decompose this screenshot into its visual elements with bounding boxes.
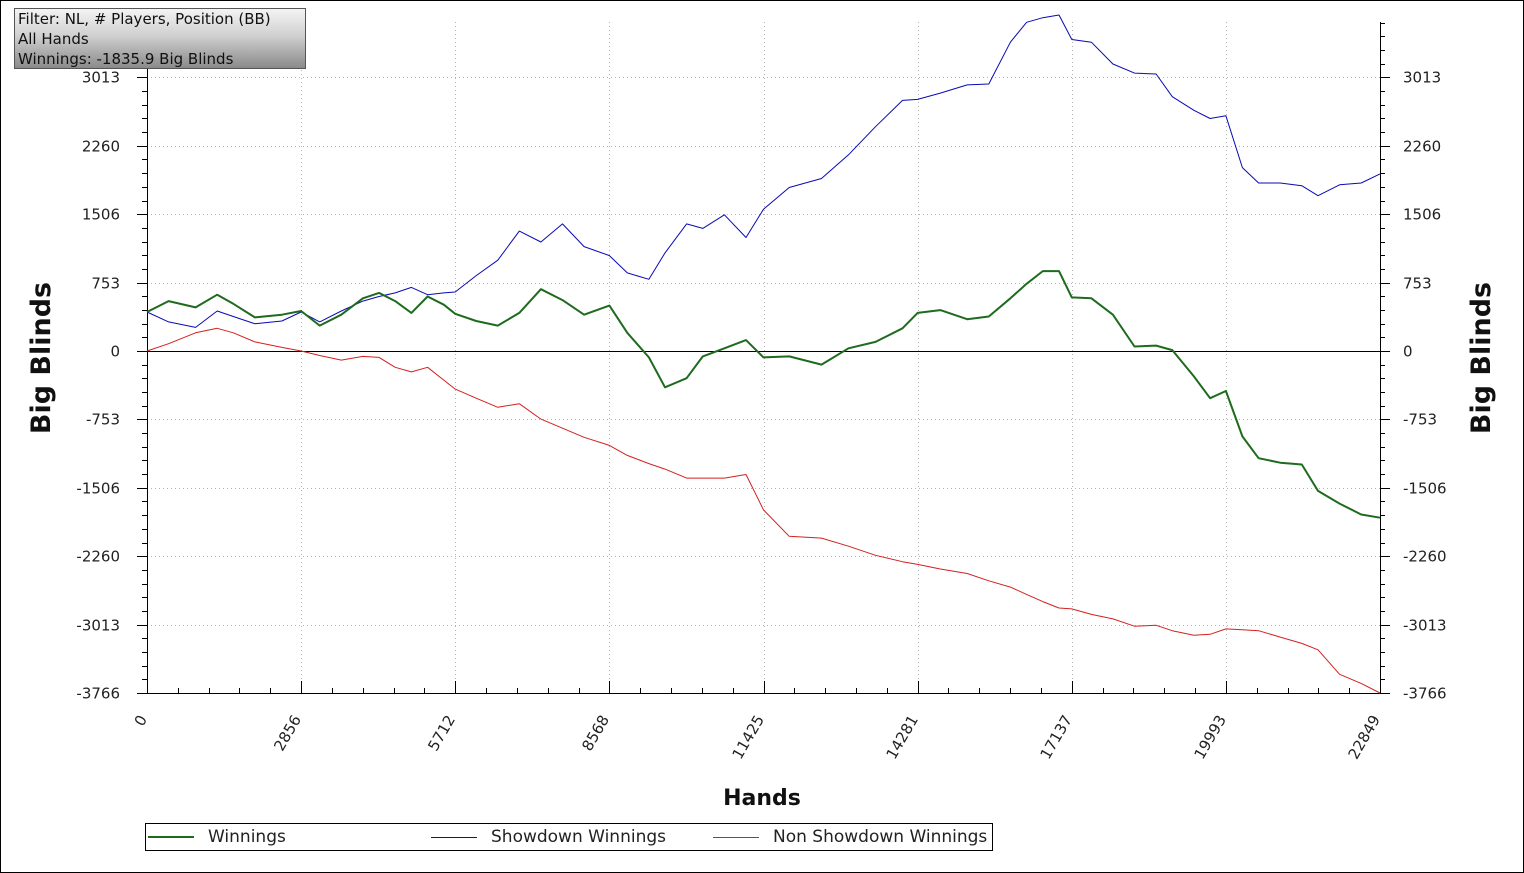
x-tick-label: 14281 [883,712,922,762]
legend-label-winnings: Winnings [208,827,286,847]
y-tick-label-right: 0 [1403,343,1413,361]
y-tick-label-right: -3013 [1403,617,1447,635]
legend-label-non-showdown: Non Showdown Winnings [773,827,988,847]
legend-label-showdown: Showdown Winnings [491,827,666,847]
y-tick-label-left: 0 [110,343,120,361]
y-tick-label-right: -1506 [1403,480,1447,498]
hands-filter-text: All Hands [18,30,89,48]
series-lines [146,14,1381,694]
y-tick-label-left: -753 [86,411,120,429]
y-tick-label-left: -2260 [76,548,120,566]
legend-swatch-non-showdown [713,836,759,838]
x-tick-label: 2856 [270,712,305,754]
series-line-winnings [146,270,1381,519]
legend-item-winnings: Winnings [148,824,286,850]
filter-text: Filter: NL, # Players, Position (BB) [18,10,271,28]
y-axis-title-right: Big Blinds [1466,282,1497,434]
legend-item-showdown: Showdown Winnings [431,824,666,850]
y-tick-label-right: 1506 [1403,206,1441,224]
y-tick-label-right: -2260 [1403,548,1447,566]
y-tick-label-left: 2260 [82,138,120,156]
legend-item-non-showdown: Non Showdown Winnings [713,824,987,850]
tick-marks [137,23,1390,694]
series-line-showdown-winnings [146,14,1381,328]
legend-swatch-showdown [431,836,477,838]
filter-info-box: Filter: NL, # Players, Position (BB) All… [14,8,306,69]
x-tick-label: 0 [131,712,151,729]
x-axis-title: Hands [723,786,801,811]
y-tick-label-left: -3013 [76,617,120,635]
grid-lines [147,22,1380,693]
legend: Winnings Showdown Winnings Non Showdown … [145,823,993,851]
y-tick-label-right: -753 [1403,411,1437,429]
x-tick-label: 19993 [1191,712,1230,762]
y-tick-label-left: 753 [91,275,120,293]
y-tick-label-right: 2260 [1403,138,1441,156]
x-tick-label: 11425 [729,712,768,762]
x-tick-label: 22849 [1345,712,1384,762]
y-tick-label-left: -3766 [76,685,120,703]
y-axis-title-left: Big Blinds [26,282,57,434]
y-tick-label-left: -1506 [76,480,120,498]
y-tick-label-left: 3013 [82,69,120,87]
x-tick-label: 8568 [578,712,613,754]
legend-swatch-winnings [148,836,194,838]
y-tick-label-left: 1506 [82,206,120,224]
y-tick-label-right: 753 [1403,275,1432,293]
y-tick-label-right: 3013 [1403,69,1441,87]
tick-labels: 0 2856 5712 8568 11425 14281 17137 19993 22849 30… [76,69,1446,763]
total-winnings-text: Winnings: -1835.9 Big Blinds [18,50,234,68]
series-line-non-showdown-winnings [146,327,1381,694]
x-tick-label: 5712 [424,712,459,754]
y-tick-label-right: -3766 [1403,685,1447,703]
x-tick-label: 17137 [1037,712,1076,762]
